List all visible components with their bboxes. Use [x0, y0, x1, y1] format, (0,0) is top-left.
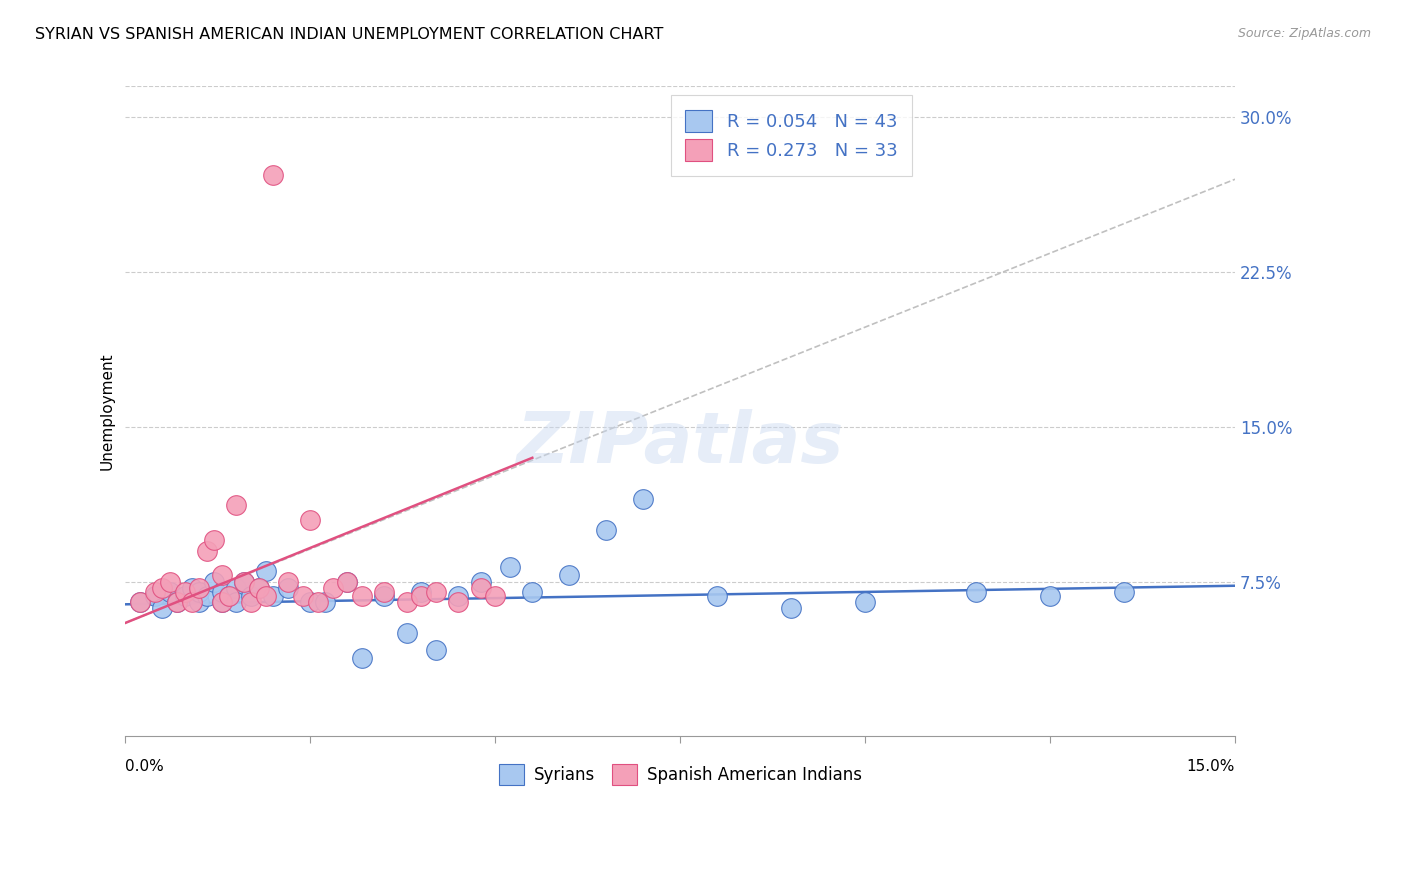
- Point: [211, 595, 233, 609]
- Point: [218, 589, 240, 603]
- Point: [522, 585, 544, 599]
- Point: [211, 585, 233, 599]
- Point: [595, 523, 617, 537]
- Point: [195, 543, 218, 558]
- Point: [395, 595, 418, 609]
- Point: [425, 585, 447, 599]
- Point: [254, 564, 277, 578]
- Point: [425, 642, 447, 657]
- Y-axis label: Unemployment: Unemployment: [100, 352, 114, 470]
- Point: [411, 589, 433, 603]
- Point: [202, 533, 225, 548]
- Point: [232, 574, 254, 589]
- Legend: Syrians, Spanish American Indians: Syrians, Spanish American Indians: [491, 756, 870, 793]
- Point: [395, 626, 418, 640]
- Point: [853, 595, 876, 609]
- Point: [336, 574, 359, 589]
- Point: [152, 601, 174, 615]
- Point: [373, 589, 395, 603]
- Point: [225, 581, 247, 595]
- Point: [470, 581, 492, 595]
- Point: [292, 589, 315, 603]
- Point: [965, 585, 987, 599]
- Text: 15.0%: 15.0%: [1187, 759, 1234, 773]
- Point: [499, 560, 522, 574]
- Point: [166, 595, 188, 609]
- Point: [181, 595, 204, 609]
- Point: [188, 581, 211, 595]
- Text: SYRIAN VS SPANISH AMERICAN INDIAN UNEMPLOYMENT CORRELATION CHART: SYRIAN VS SPANISH AMERICAN INDIAN UNEMPL…: [35, 27, 664, 42]
- Point: [322, 581, 344, 595]
- Point: [159, 585, 181, 599]
- Point: [299, 595, 322, 609]
- Point: [240, 595, 263, 609]
- Point: [262, 589, 284, 603]
- Point: [129, 595, 152, 609]
- Point: [166, 595, 188, 609]
- Point: [277, 581, 299, 595]
- Point: [447, 595, 470, 609]
- Point: [352, 589, 374, 603]
- Point: [299, 513, 322, 527]
- Point: [247, 581, 270, 595]
- Point: [143, 585, 166, 599]
- Point: [173, 585, 195, 599]
- Point: [336, 574, 359, 589]
- Point: [195, 589, 218, 603]
- Point: [254, 589, 277, 603]
- Point: [314, 595, 336, 609]
- Point: [307, 595, 329, 609]
- Point: [181, 581, 204, 595]
- Point: [225, 498, 247, 512]
- Point: [447, 589, 470, 603]
- Point: [1114, 585, 1136, 599]
- Point: [1039, 589, 1062, 603]
- Point: [706, 589, 728, 603]
- Point: [470, 574, 492, 589]
- Point: [277, 574, 299, 589]
- Point: [484, 589, 506, 603]
- Point: [188, 595, 211, 609]
- Text: Source: ZipAtlas.com: Source: ZipAtlas.com: [1237, 27, 1371, 40]
- Point: [780, 601, 803, 615]
- Point: [240, 589, 263, 603]
- Point: [159, 574, 181, 589]
- Point: [211, 568, 233, 582]
- Point: [411, 585, 433, 599]
- Point: [558, 568, 581, 582]
- Point: [262, 168, 284, 182]
- Point: [247, 581, 270, 595]
- Point: [143, 589, 166, 603]
- Point: [173, 589, 195, 603]
- Point: [129, 595, 152, 609]
- Point: [152, 581, 174, 595]
- Point: [225, 595, 247, 609]
- Point: [232, 574, 254, 589]
- Point: [211, 595, 233, 609]
- Point: [202, 574, 225, 589]
- Point: [218, 589, 240, 603]
- Point: [352, 651, 374, 665]
- Point: [373, 585, 395, 599]
- Point: [188, 585, 211, 599]
- Point: [633, 491, 655, 506]
- Text: ZIPatlas: ZIPatlas: [516, 409, 844, 478]
- Text: 0.0%: 0.0%: [125, 759, 165, 773]
